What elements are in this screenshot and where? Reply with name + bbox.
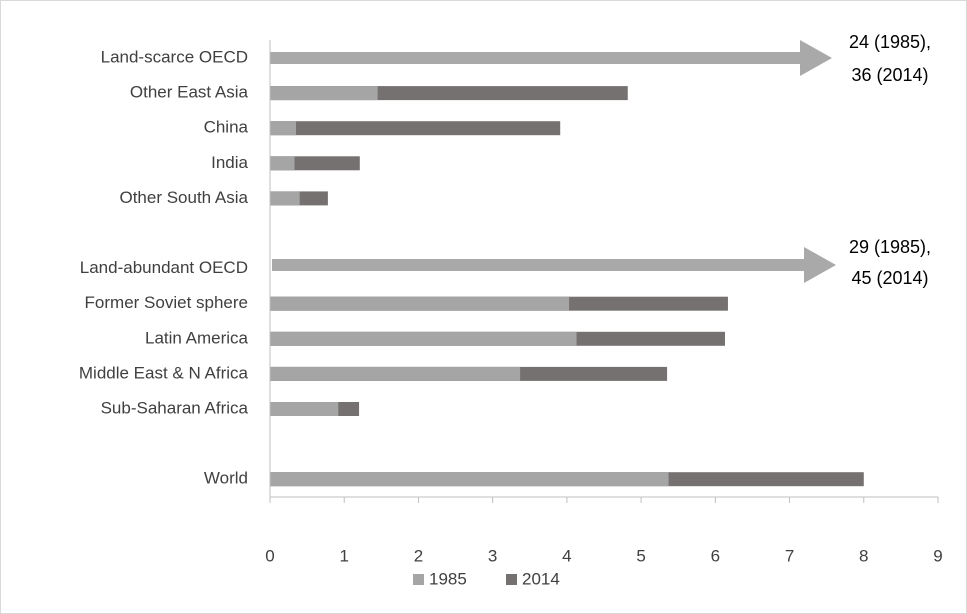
bar [270, 121, 561, 136]
bar [270, 121, 296, 136]
legend-label: 2014 [522, 569, 560, 588]
y-tick-label: Latin America [145, 328, 249, 347]
bar [270, 296, 570, 311]
y-tick-label: India [211, 153, 248, 172]
bar [270, 402, 339, 416]
bar [270, 191, 300, 206]
bar [270, 366, 521, 381]
x-tick-label: 0 [265, 546, 274, 565]
y-tick-label: China [204, 118, 249, 137]
legend-swatch [506, 574, 517, 585]
bar [270, 331, 577, 346]
annotation: 36 (2014) [851, 65, 928, 85]
y-tick-label: World [204, 469, 248, 488]
annotation: 29 (1985), [849, 237, 931, 257]
bar [270, 472, 669, 487]
annotation: 45 (2014) [851, 268, 928, 288]
x-tick-label: 3 [488, 546, 497, 565]
x-tick-label: 8 [859, 546, 868, 565]
y-tick-label: Middle East & N Africa [79, 363, 249, 382]
legend-swatch [413, 574, 424, 585]
bar [270, 156, 295, 171]
bar [270, 86, 378, 101]
y-tick-label: Other South Asia [119, 188, 248, 207]
arrow [270, 40, 832, 76]
y-tick-label: Former Soviet sphere [85, 293, 248, 312]
x-tick-label: 5 [636, 546, 645, 565]
legend-label: 1985 [429, 569, 467, 588]
x-tick-label: 6 [711, 546, 720, 565]
y-tick-label: Other East Asia [130, 83, 249, 102]
x-tick-label: 2 [414, 546, 423, 565]
y-tick-label: Sub-Saharan Africa [101, 398, 249, 417]
arrow [272, 247, 836, 283]
x-tick-label: 1 [339, 546, 348, 565]
y-tick-label: Land-abundant OECD [80, 258, 248, 277]
y-tick-label: Land-scarce OECD [101, 47, 248, 66]
x-tick-label: 9 [933, 546, 942, 565]
annotation: 24 (1985), [849, 32, 931, 52]
x-tick-label: 4 [562, 546, 571, 565]
x-tick-label: 7 [785, 546, 794, 565]
